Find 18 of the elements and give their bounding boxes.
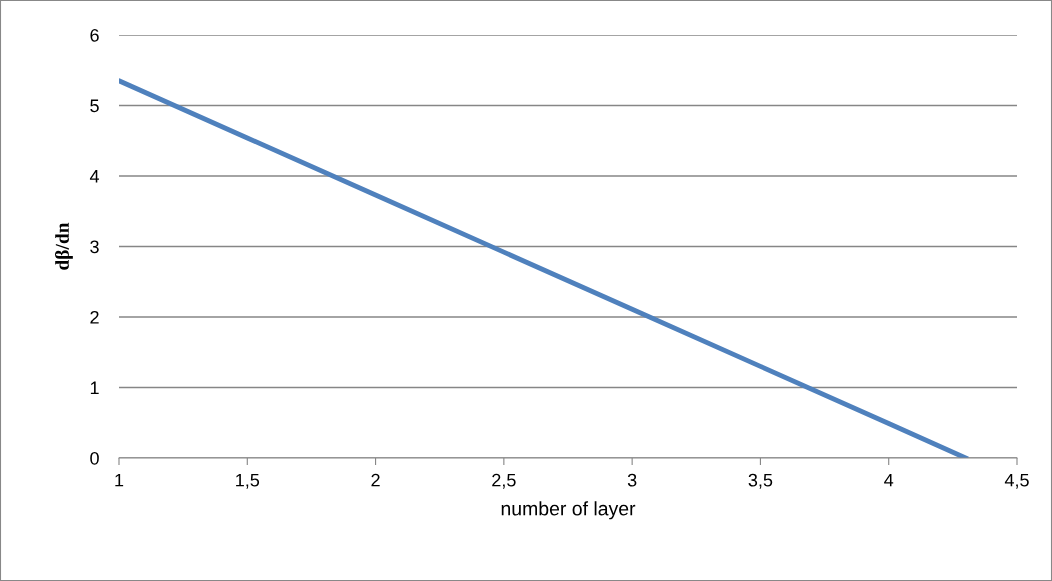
- x-tick-label: 2,5: [492, 473, 516, 489]
- y-tick-label: 4: [89, 170, 100, 183]
- y-tick-label: 1: [90, 381, 99, 395]
- y-tick-label: 6: [90, 28, 99, 42]
- line-series: [119, 78, 969, 458]
- y-tick-label: 0: [90, 451, 99, 465]
- x-tick-label: 4: [884, 473, 894, 487]
- y-tick-label: 2: [90, 310, 99, 324]
- x-tick-label: 1: [115, 473, 124, 487]
- y-axis-title: dβ/dn: [55, 222, 73, 270]
- y-tick-label: 5: [90, 99, 99, 113]
- x-tick-label: 4,5: [1004, 473, 1029, 489]
- x-tick-label: 2: [371, 473, 380, 487]
- x-tick-label: 3,5: [748, 473, 773, 489]
- x-tick-label: 3: [627, 473, 637, 487]
- y-tick-label: 3: [90, 240, 99, 254]
- x-tick-label: 1,5: [236, 473, 260, 489]
- x-axis-title: number of layer: [501, 501, 636, 520]
